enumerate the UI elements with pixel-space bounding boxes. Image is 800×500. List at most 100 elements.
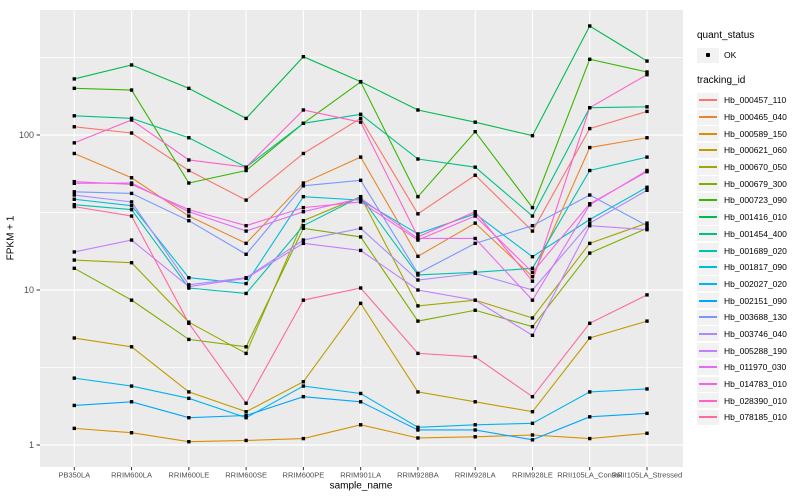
data-point xyxy=(588,126,592,131)
data-point xyxy=(588,217,592,222)
y-tick-label: 10 xyxy=(24,285,34,295)
legend-entry-label: Hb_028390_010 xyxy=(724,395,787,406)
legend-entry-Hb_000465_040: Hb_000465_040 xyxy=(697,109,799,126)
data-point xyxy=(645,169,649,174)
legend-entry-Hb_001454_400: Hb_001454_400 xyxy=(697,226,799,243)
data-point xyxy=(416,108,420,112)
legend-entry-label: Hb_011970_030 xyxy=(724,362,787,373)
series-points-Hb_002027_020 xyxy=(72,376,649,430)
data-point xyxy=(187,321,191,325)
legend-key-box xyxy=(697,142,719,158)
data-point xyxy=(588,321,592,325)
data-point xyxy=(72,179,76,184)
data-point xyxy=(358,178,363,183)
data-point xyxy=(416,232,420,236)
data-point xyxy=(187,136,191,140)
legend-key-box xyxy=(697,47,719,63)
legend-key-line xyxy=(699,282,717,285)
series-points-Hb_002151_090 xyxy=(72,394,649,442)
legend-entry-label: Hb_000465_040 xyxy=(724,112,787,123)
data-point xyxy=(358,226,363,231)
legend-key-box xyxy=(697,109,719,125)
data-point xyxy=(187,276,191,280)
data-point xyxy=(129,345,134,349)
legend-key-box xyxy=(697,176,719,192)
data-point xyxy=(72,151,76,156)
data-point xyxy=(72,426,76,431)
data-point xyxy=(301,218,306,223)
data-point xyxy=(416,436,420,440)
data-point xyxy=(244,168,248,173)
data-point xyxy=(72,266,76,271)
data-point xyxy=(416,304,420,308)
data-point xyxy=(645,109,649,114)
data-point xyxy=(530,324,535,329)
data-point xyxy=(416,425,420,430)
data-point xyxy=(72,114,76,118)
data-point xyxy=(358,155,363,159)
data-point xyxy=(72,77,76,81)
series-points-Hb_000589_150 xyxy=(72,423,649,444)
data-point xyxy=(72,204,76,209)
data-point xyxy=(358,400,363,404)
data-point xyxy=(645,72,649,77)
data-point xyxy=(416,428,420,432)
legend-key-line xyxy=(699,132,717,135)
legend-entry-Hb_000679_300: Hb_000679_300 xyxy=(697,175,799,192)
legend-entry-label: Hb_000457_110 xyxy=(724,95,787,106)
data-point xyxy=(473,130,477,134)
legend-entry-label: Hb_001416_010 xyxy=(724,212,787,223)
data-point xyxy=(588,24,592,28)
data-point xyxy=(358,112,363,117)
legend-key-line xyxy=(699,166,717,169)
data-point xyxy=(473,214,477,218)
legend-key-line xyxy=(699,299,717,302)
data-point xyxy=(129,88,134,92)
data-point xyxy=(129,203,134,208)
data-point xyxy=(129,238,134,242)
legend-ok-label: OK xyxy=(724,50,737,60)
data-point xyxy=(645,411,649,416)
data-point xyxy=(645,188,649,192)
legend-key-line xyxy=(699,149,717,152)
data-point xyxy=(358,301,363,306)
legend-key-line xyxy=(699,332,717,335)
legend-key-box xyxy=(697,359,719,375)
legend-entry-Hb_000621_060: Hb_000621_060 xyxy=(697,142,799,159)
data-point xyxy=(301,121,306,125)
legend-key-line xyxy=(699,366,717,369)
data-point xyxy=(358,116,363,121)
data-point xyxy=(244,229,248,233)
data-point xyxy=(416,157,420,161)
legend-entry-Hb_000457_110: Hb_000457_110 xyxy=(697,92,799,109)
data-point xyxy=(645,223,649,228)
data-point xyxy=(244,409,248,414)
legend-key-line xyxy=(699,232,717,235)
legend-entry-label: Hb_000679_300 xyxy=(724,178,787,189)
data-point xyxy=(244,351,248,356)
data-point xyxy=(358,235,363,239)
data-point xyxy=(301,55,306,59)
legend-key-box xyxy=(697,259,719,275)
legend-key-line xyxy=(699,416,717,419)
data-point xyxy=(129,200,134,204)
x-tick-label: RRIM928BA xyxy=(397,471,439,480)
legend-key-box xyxy=(697,276,719,292)
legend-tracking-id-entries: Hb_000457_110 Hb_000465_040 Hb_000589_150 H… xyxy=(697,92,799,426)
data-point xyxy=(358,286,363,290)
data-point xyxy=(244,438,248,443)
data-point xyxy=(244,416,248,420)
y-axis-title: FPKM + 1 xyxy=(5,215,17,261)
data-point xyxy=(72,203,76,207)
legend-key-box xyxy=(697,226,719,242)
data-point xyxy=(473,221,477,225)
data-point xyxy=(244,276,248,280)
data-point xyxy=(244,281,248,286)
legend-key-box xyxy=(697,393,719,409)
data-point xyxy=(416,212,420,216)
data-point xyxy=(301,384,306,388)
data-point xyxy=(645,59,649,63)
legend-entry-label: Hb_000723_090 xyxy=(724,195,787,206)
data-point xyxy=(473,212,477,216)
data-point xyxy=(473,435,477,439)
